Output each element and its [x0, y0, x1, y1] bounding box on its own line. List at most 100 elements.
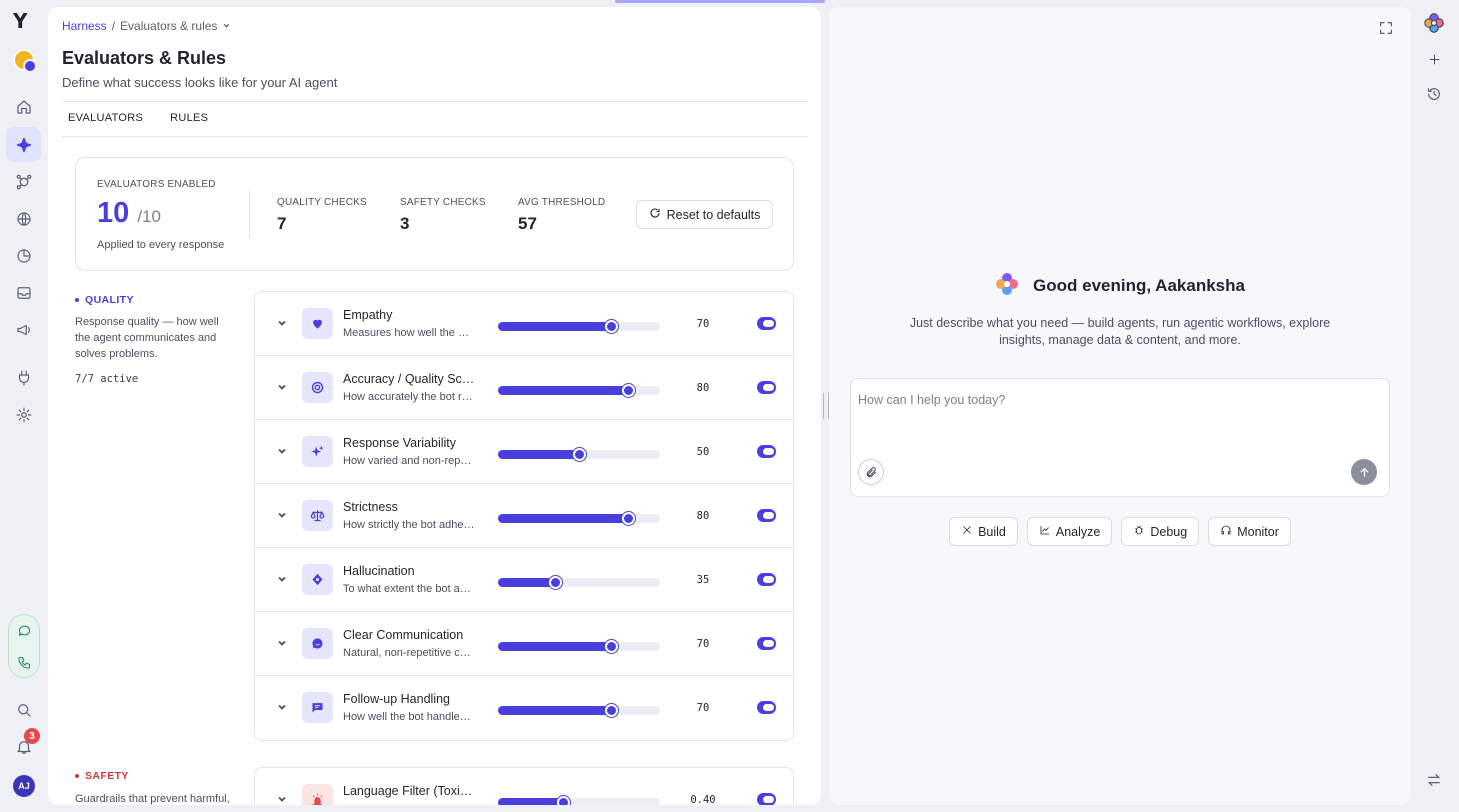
evaluator-toggle[interactable] — [757, 701, 776, 714]
evaluator-toggle[interactable] — [757, 445, 776, 458]
attach-icon[interactable] — [858, 459, 884, 485]
slider-handle[interactable] — [605, 320, 619, 333]
evaluator-row[interactable]: Clear Communication Natural, non-repetiti… — [255, 612, 793, 676]
divider — [249, 190, 250, 238]
swap-panels-icon[interactable] — [1424, 770, 1444, 790]
slider-handle[interactable] — [556, 796, 570, 805]
threshold-slider[interactable] — [498, 576, 660, 589]
chip-label: Monitor — [1237, 524, 1279, 539]
divider — [62, 101, 808, 102]
chevron-down-icon[interactable] — [276, 317, 288, 329]
breadcrumb-separator: / — [111, 19, 116, 33]
evaluator-toggle[interactable] — [757, 793, 776, 805]
history-icon[interactable] — [1424, 84, 1444, 104]
evaluator-row[interactable]: Language Filter (Toxicity) 0.40 — [255, 768, 793, 805]
reset-to-defaults-button[interactable]: Reset to defaults — [636, 200, 773, 229]
chevron-down-icon[interactable] — [276, 637, 288, 649]
chevron-down-icon[interactable] — [276, 573, 288, 585]
threshold-slider[interactable] — [498, 796, 660, 805]
threshold-slider[interactable] — [498, 512, 660, 525]
tab-rules[interactable]: RULES — [170, 112, 209, 124]
analytics-icon[interactable] — [6, 238, 41, 273]
evaluator-toggle[interactable] — [757, 509, 776, 522]
breadcrumb-current[interactable]: Evaluators & rules — [120, 19, 218, 33]
evaluator-toggle[interactable] — [757, 573, 776, 586]
slider-handle[interactable] — [605, 640, 619, 653]
page-subtitle: Define what success looks like for your … — [62, 75, 338, 90]
assistant-panel: Good evening, Aakanksha Just describe wh… — [829, 7, 1411, 805]
threshold-value: 50 — [696, 446, 710, 458]
expand-icon[interactable] — [1378, 20, 1394, 36]
chevron-down-icon[interactable] — [276, 793, 288, 805]
slider-fill — [498, 450, 579, 459]
harness-icon[interactable] — [6, 127, 41, 162]
workspace-avatar[interactable] — [13, 49, 37, 73]
threshold-slider[interactable] — [498, 320, 660, 333]
prompt-input[interactable] — [858, 393, 1358, 407]
settings-gear-icon[interactable] — [6, 397, 41, 432]
evaluator-description: To what extent the bot avoids making thi… — [343, 583, 475, 595]
threshold-slider[interactable] — [498, 640, 660, 653]
inbox-icon[interactable] — [6, 275, 41, 310]
panel-resize-handle[interactable] — [823, 393, 829, 419]
threshold-value: 70 — [696, 702, 710, 714]
evaluator-toggle[interactable] — [757, 637, 776, 650]
new-chat-plus-icon[interactable] — [1424, 49, 1444, 69]
slider-handle[interactable] — [548, 576, 562, 589]
evaluator-name: Follow-up Handling — [343, 692, 451, 706]
slider-handle[interactable] — [621, 512, 635, 525]
quality-active-count: 7/7 active — [75, 373, 139, 385]
user-avatar[interactable]: AJ — [13, 775, 35, 797]
send-button[interactable] — [1351, 459, 1377, 485]
monitor-chip[interactable]: Monitor — [1208, 517, 1291, 546]
evaluator-row[interactable]: Hallucination To what extent the bot avoi… — [255, 548, 793, 612]
evaluators-enabled-count: 10 /10 — [97, 197, 161, 230]
app-logo-icon[interactable]: Y — [13, 9, 28, 33]
evaluator-row[interactable]: Follow-up Handling How well the bot handl… — [255, 676, 793, 740]
breadcrumb-root[interactable]: Harness — [62, 19, 107, 33]
build-chip[interactable]: Build — [949, 517, 1018, 546]
home-icon[interactable] — [6, 89, 41, 124]
chevron-down-icon[interactable] — [222, 19, 231, 33]
tab-evaluators[interactable]: EVALUATORS — [68, 112, 144, 124]
chat-channel-icon[interactable] — [9, 615, 39, 645]
alarm-icon — [302, 784, 333, 805]
safety-dot — [75, 774, 79, 778]
megaphone-icon[interactable] — [6, 312, 41, 347]
threshold-value: 70 — [696, 638, 710, 650]
globe-icon[interactable] — [6, 201, 41, 236]
debug-chip[interactable]: Debug — [1121, 517, 1200, 546]
safety-checks-stat: SAFETY CHECKS 3 — [400, 197, 486, 234]
threshold-slider[interactable] — [498, 448, 660, 461]
greeting-subtitle: Just describe what you need — build agen… — [909, 316, 1331, 347]
chevron-down-icon[interactable] — [276, 701, 288, 713]
chevron-down-icon[interactable] — [276, 381, 288, 393]
chevron-down-icon[interactable] — [276, 445, 288, 457]
evaluator-row[interactable]: Accuracy / Quality Score How accurately t… — [255, 356, 793, 420]
evaluator-row[interactable]: Response Variability How varied and non-r… — [255, 420, 793, 484]
slider-handle[interactable] — [573, 448, 586, 461]
agents-icon[interactable] — [6, 164, 41, 199]
chevron-down-icon[interactable] — [276, 509, 288, 521]
evaluator-row[interactable]: Empathy Measures how well the bot recogni… — [255, 292, 793, 356]
slider-fill — [498, 642, 612, 651]
threshold-slider[interactable] — [498, 704, 660, 717]
integrations-icon[interactable] — [6, 360, 41, 395]
analyze-chip[interactable]: Analyze — [1026, 517, 1113, 546]
threshold-value: 70 — [696, 318, 710, 330]
breadcrumb: Harness / Evaluators & rules — [62, 19, 231, 33]
assistant-logo-icon[interactable] — [1424, 13, 1444, 33]
threshold-slider[interactable] — [498, 384, 660, 397]
target-icon — [302, 372, 333, 403]
evaluator-row[interactable]: Strictness How strictly the bot adheres t… — [255, 484, 793, 548]
enabled-value: 10 — [97, 197, 130, 229]
slider-handle[interactable] — [621, 384, 635, 397]
phone-channel-icon[interactable] — [9, 647, 39, 677]
evaluator-toggle[interactable] — [757, 317, 776, 330]
chip-label: Debug — [1150, 524, 1188, 539]
quality-checks-stat: QUALITY CHECKS 7 — [277, 197, 367, 234]
search-icon[interactable] — [6, 692, 41, 727]
heart-icon — [302, 308, 333, 339]
slider-handle[interactable] — [605, 704, 619, 717]
evaluator-toggle[interactable] — [757, 381, 776, 394]
